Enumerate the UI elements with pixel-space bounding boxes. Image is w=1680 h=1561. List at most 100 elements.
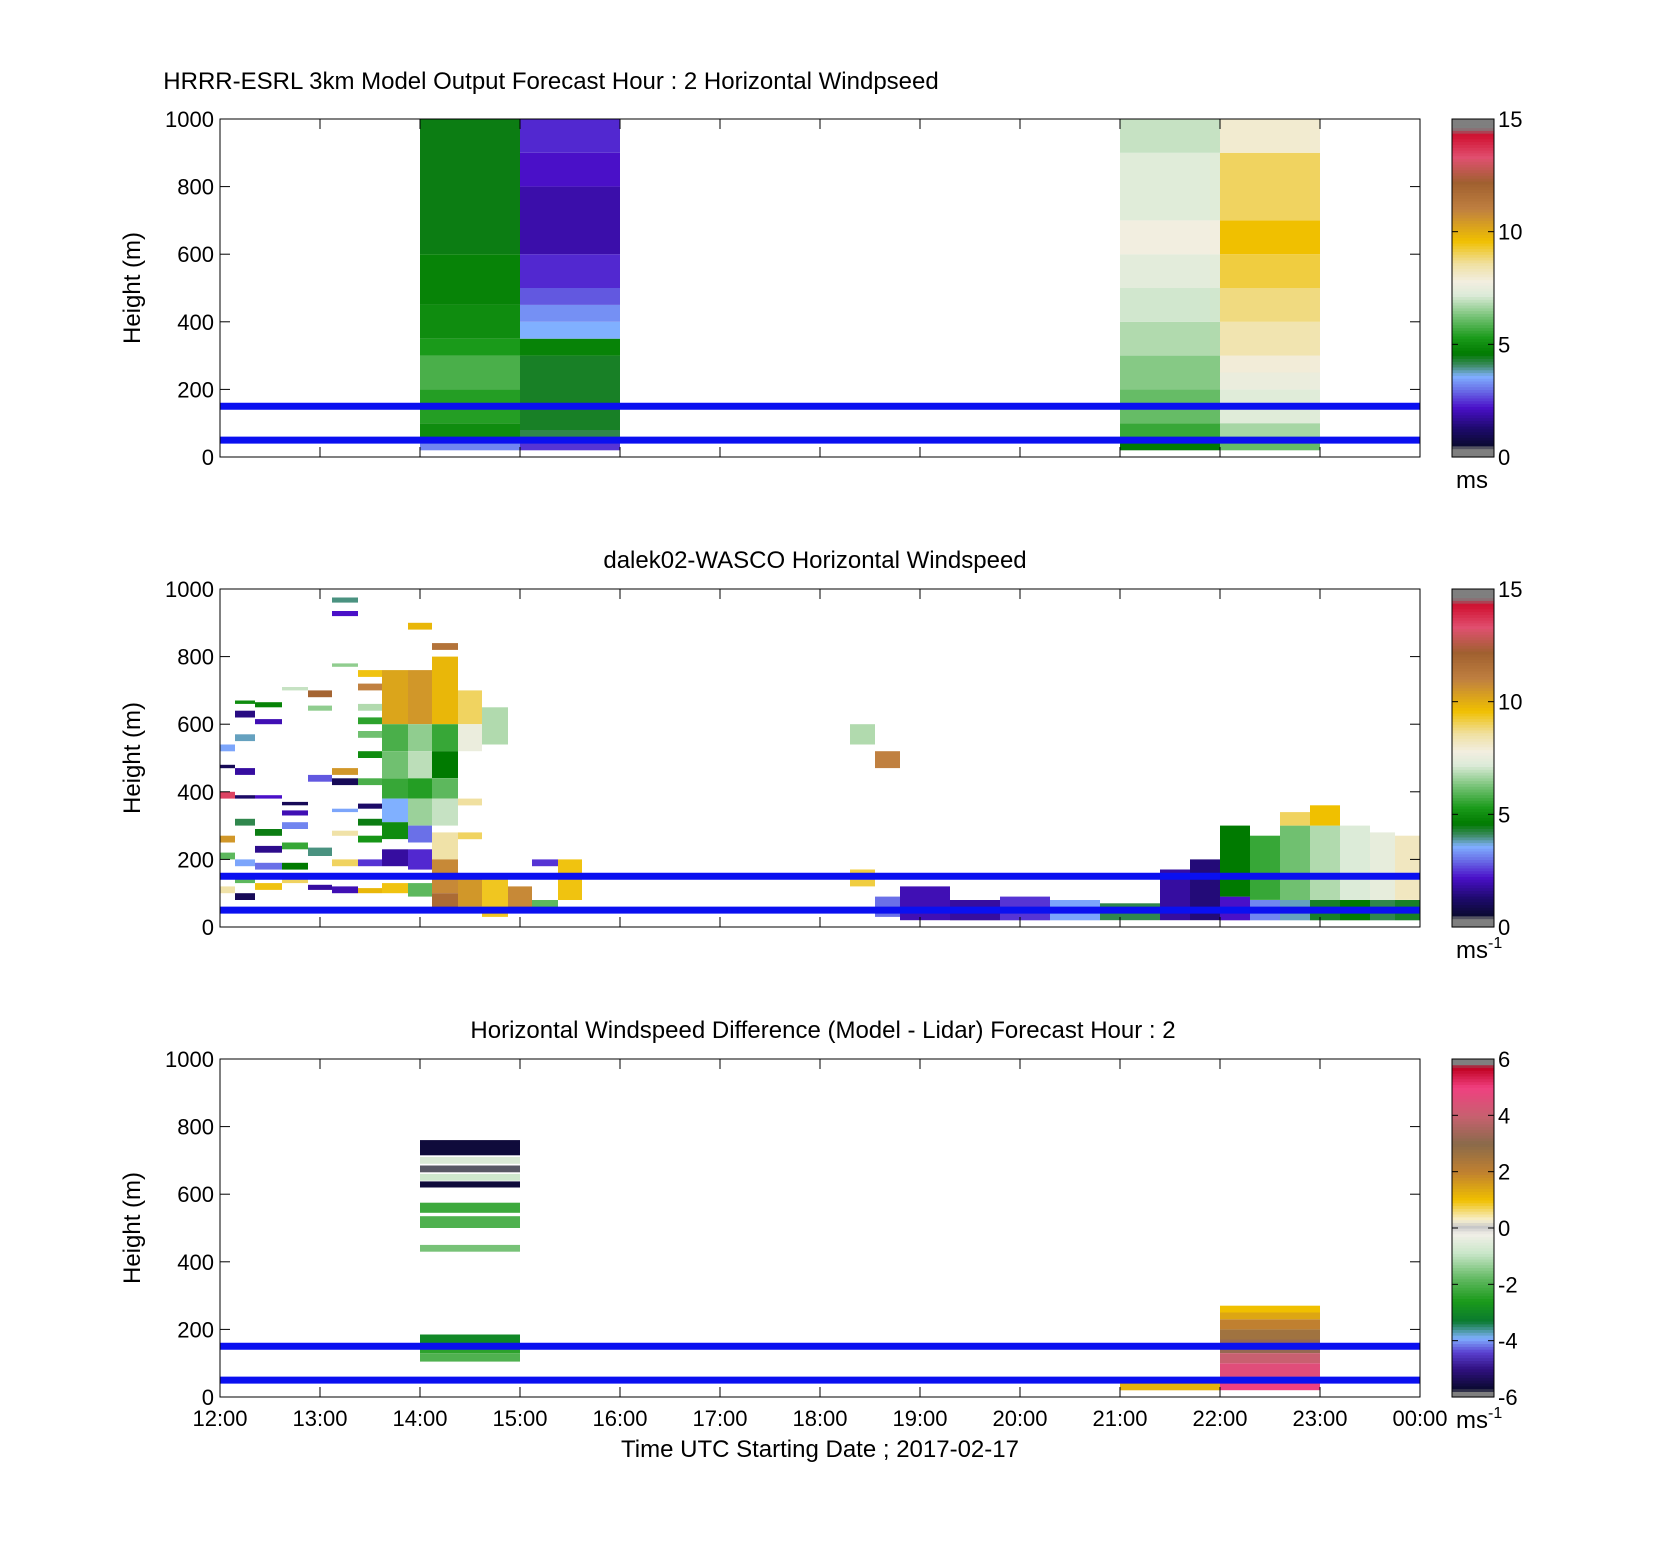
colorbar-segment [1452,1087,1494,1091]
colorbar-segment [1452,169,1494,174]
colorbar-tick-label: 0 [1498,1216,1510,1241]
colorbar-segment [1452,594,1494,599]
panel-1-title: HRRR-ESRL 3km Model Output Forecast Hour… [163,68,938,95]
panel-1-ylabel: Height (m) [119,232,146,344]
heatmap-cell [420,254,520,305]
colorbar-segment [1452,1368,1494,1373]
heatmap-cell [432,643,458,650]
heatmap-cell [520,443,620,451]
colorbar-segment [1452,690,1494,694]
colorbar-segment [1452,318,1494,323]
colorbar-segment [1452,135,1494,140]
heatmap-cell [420,1334,520,1343]
colorbar-segment [1452,763,1494,768]
colorbar-segment [1452,372,1494,376]
heatmap-cell [358,703,382,711]
heatmap-cell [420,355,520,390]
y-tick-label: 400 [177,1250,214,1275]
colorbar-segment [1452,414,1494,419]
heatmap-cell [420,443,520,451]
colorbar-segment [1452,1092,1494,1097]
colorbar-segment [1452,1377,1494,1381]
colorbar-segment [1452,591,1494,596]
heatmap-cell [875,751,900,769]
heatmap-cell [332,886,358,894]
colorbar-segment [1452,1199,1494,1204]
panel-lidar: dalek02-WASCO Horizontal Windspeed 0 200 4… [119,547,1522,964]
colorbar-segment [1452,1374,1494,1378]
colorbar-segment [1452,327,1494,331]
panel-2-reference-lines [220,872,1420,914]
colorbar-segment [1452,375,1494,379]
colorbar-segment [1452,355,1494,360]
heatmap-cell [482,707,508,745]
colorbar-segment [1452,1315,1494,1319]
colorbar-segment [1452,127,1494,131]
heatmap-cell [235,700,255,704]
colorbar-segment [1452,896,1494,900]
colorbar-segment [1452,254,1494,258]
panel-difference: Horizontal Windspeed Difference (Model -… [119,1017,1518,1463]
colorbar-segment [1452,1132,1494,1136]
colorbar-segment [1452,890,1494,894]
colorbar-segment [1452,155,1494,160]
colorbar-segment [1452,271,1494,275]
heatmap-cell [1220,355,1320,373]
heatmap-cell [420,1202,520,1213]
colorbar-segment [1452,217,1494,221]
colorbar-segment [1452,1185,1494,1190]
colorbar-segment [1452,195,1494,199]
colorbar-segment [1452,192,1494,196]
colorbar-segment [1452,1261,1494,1266]
colorbar-segment [1452,361,1494,365]
colorbar-segment [1452,119,1494,123]
colorbar-segment [1452,431,1494,436]
colorbar-segment [1452,1391,1494,1395]
panel-1-heatmap-cells [420,119,1320,451]
colorbar-segment [1452,147,1494,151]
colorbar-segment [1452,752,1494,756]
heatmap-cell [332,663,358,667]
colorbar-segment [1452,625,1494,630]
colorbar-segment [1452,1385,1494,1390]
colorbar-segment [1452,727,1494,731]
colorbar-segment [1452,786,1494,790]
colorbar-segment [1452,1289,1494,1294]
heatmap-cell [432,832,458,860]
colorbar-segment [1452,642,1494,646]
colorbar-segment [1452,1081,1494,1085]
heatmap-cell [1220,1329,1320,1340]
heatmap-cell [382,751,408,779]
colorbar-segment [1452,330,1494,334]
heatmap-cell [255,845,282,853]
colorbar-segment [1452,1278,1494,1283]
heatmap-cell [382,670,408,725]
colorbar-segment [1452,912,1494,917]
colorbar-segment [1452,276,1494,281]
colorbar-segment [1452,1213,1494,1218]
heatmap-cell [220,886,235,894]
heatmap-cell [358,835,382,843]
colorbar-segment [1452,862,1494,866]
colorbar-segment [1452,1157,1494,1161]
colorbar-segment [1452,1371,1494,1376]
colorbar-segment [1452,1366,1494,1370]
colorbar-frame [1451,118,1495,458]
colorbar-segment [1452,1267,1494,1271]
colorbar-segment [1452,631,1494,635]
colorbar-segment [1452,1281,1494,1285]
colorbar-segment [1452,665,1494,669]
heatmap-cell [1250,835,1280,900]
colorbar-segment [1452,1250,1494,1254]
x-tick-label: 12:00 [192,1406,247,1431]
colorbar-segment [1452,1137,1494,1142]
colorbar-segment [1452,1118,1494,1122]
colorbar-segment [1452,420,1494,424]
y-tick-label: 600 [177,242,214,267]
x-tick-label: 16:00 [592,1406,647,1431]
colorbar-segment [1452,130,1494,134]
heatmap-cell [308,705,332,711]
heatmap-cell [282,801,308,806]
colorbar-segment [1452,366,1494,371]
